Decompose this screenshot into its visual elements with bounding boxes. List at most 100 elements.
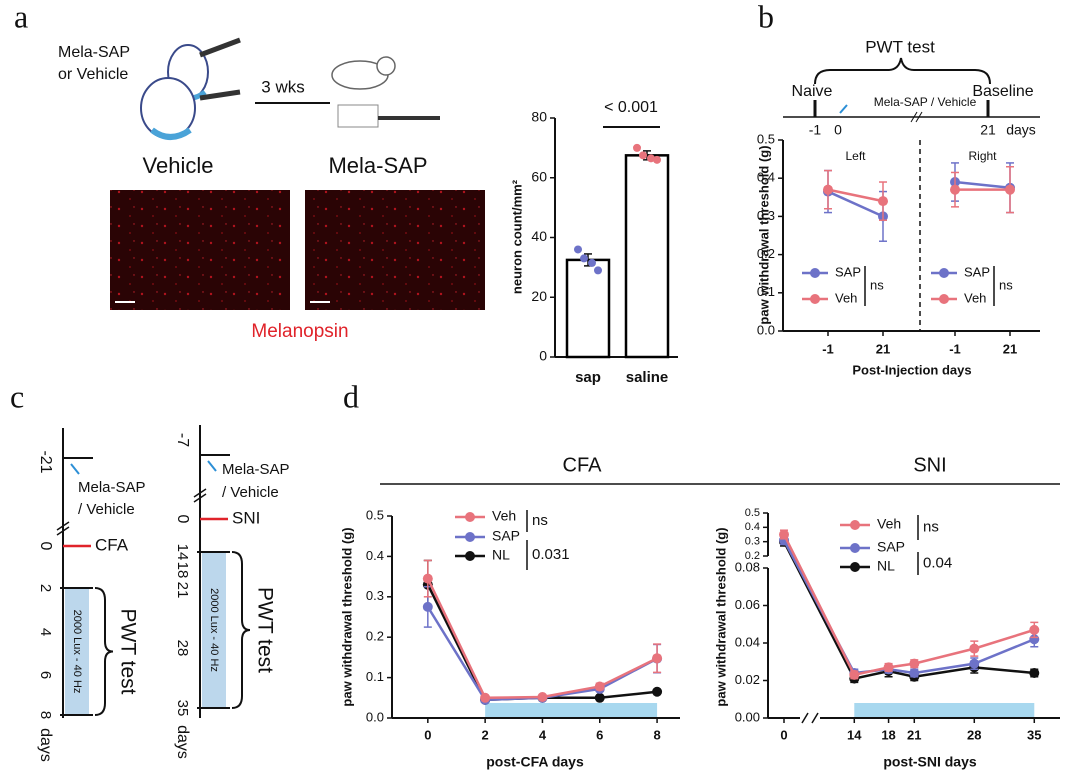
series-line <box>782 541 1035 681</box>
injection-label: / Vehicle <box>222 484 279 501</box>
timeline-label: Mela-SAP / Vehicle <box>874 95 977 109</box>
axis-break <box>193 493 207 503</box>
timeline-tick-label: 4 <box>37 628 54 636</box>
legend-label: SAP <box>835 264 861 279</box>
x-axis-label: post-CFA days <box>486 754 584 770</box>
y-tick-label: 0.3 <box>745 536 760 548</box>
axis-break <box>193 488 207 498</box>
y-tick-label: 0.00 <box>735 709 760 724</box>
data-point <box>969 658 980 669</box>
brace <box>814 57 991 85</box>
injection-label: Mela-SAP <box>222 461 290 478</box>
y-tick-label: 0.1 <box>757 284 775 299</box>
y-tick-label: 60 <box>531 168 547 184</box>
timeline-tick-label: 28 <box>174 640 191 657</box>
panel-label: c <box>10 378 24 414</box>
y-axis-label: neuron count/mm² <box>509 179 524 294</box>
legend-label: SAP <box>877 539 905 555</box>
model-label: SNI <box>232 508 260 527</box>
x-tick-label: 14 <box>847 727 862 742</box>
x-tick-label: 21 <box>907 727 921 742</box>
legend-marker <box>850 520 860 530</box>
bar <box>624 154 670 359</box>
timeline-tick-label: -7 <box>174 433 191 447</box>
image-title: Mela-SAP <box>328 153 427 178</box>
eye-lens <box>150 127 192 140</box>
timeline-unit: days <box>174 725 191 759</box>
group-title: SNI <box>913 454 946 476</box>
timeline-tick-label: 14 <box>174 544 191 561</box>
axis-break <box>56 521 70 531</box>
x-tick-label: 2 <box>482 727 489 742</box>
axis-break <box>56 526 70 536</box>
arrow <box>839 104 848 114</box>
panel-label: b <box>758 0 774 34</box>
brace <box>231 551 251 709</box>
bar <box>565 258 611 359</box>
data-point <box>909 668 920 678</box>
significance: 0.031 <box>532 546 570 563</box>
timeline-label: Baseline <box>972 83 1033 100</box>
data-point <box>823 184 833 195</box>
series-line <box>954 180 1011 189</box>
y-tick-label: 80 <box>531 109 547 125</box>
significance: ns <box>532 512 548 529</box>
series-line <box>827 190 884 218</box>
x-tick-label: 28 <box>967 727 981 742</box>
data-point <box>909 658 920 669</box>
x-axis-label: Post-Injection days <box>852 362 971 377</box>
y-tick-label: 0.2 <box>745 550 760 562</box>
x-tick-label: 6 <box>596 727 603 742</box>
legend-label: Veh <box>835 290 857 305</box>
panel-title: Left <box>845 149 866 163</box>
series-line <box>426 584 658 702</box>
micrograph <box>110 190 290 310</box>
legend-label: NL <box>492 547 510 563</box>
y-tick-label: 0.0 <box>757 322 775 337</box>
legend-marker <box>465 512 475 522</box>
y-tick-label: 0.5 <box>366 507 384 522</box>
x-tick-label: 21 <box>1003 341 1017 356</box>
timeline-unit: days <box>37 728 54 762</box>
data-point <box>574 245 582 254</box>
legend-marker <box>810 294 820 304</box>
device <box>337 104 379 128</box>
data-point <box>779 529 789 540</box>
data-point <box>639 151 647 160</box>
data-point <box>849 669 860 680</box>
arrow <box>70 463 80 475</box>
y-tick-label: 0 <box>539 348 547 364</box>
illumination <box>65 588 89 715</box>
timeline-tick-label: 35 <box>174 700 191 717</box>
timeline-tick-label: 0 <box>37 542 54 551</box>
axis-break <box>910 111 918 123</box>
legend-marker <box>465 551 475 561</box>
data-point <box>594 681 605 692</box>
y-tick-label: 0.4 <box>745 521 760 533</box>
timeline-tick-label: 0 <box>174 515 191 524</box>
y-tick-label: 0.2 <box>757 246 775 261</box>
y-tick-label: 0.4 <box>757 170 775 185</box>
injection-label: Mela-SAP <box>78 479 146 496</box>
data-point <box>422 573 433 584</box>
test-label: PWT test <box>253 587 276 673</box>
y-tick-label: 0.04 <box>735 634 760 649</box>
data-point <box>647 154 655 163</box>
data-point <box>537 691 548 702</box>
syringe <box>199 89 241 101</box>
data-point <box>883 662 894 673</box>
x-tick-label: sap <box>575 369 601 386</box>
x-tick-label: saline <box>626 369 669 386</box>
y-tick-label: 0.5 <box>745 507 760 519</box>
injection-label: / Vehicle <box>78 501 135 518</box>
brace <box>94 587 114 716</box>
legend-label: NL <box>877 558 895 574</box>
data-point <box>1029 624 1040 635</box>
data-point <box>950 184 960 195</box>
x-tick-label: -1 <box>949 341 961 356</box>
timeline-tick-label: 21 <box>980 122 996 138</box>
x-tick-label: 4 <box>539 727 547 742</box>
illumination <box>485 703 658 717</box>
timeline-label: Naive <box>792 83 833 100</box>
